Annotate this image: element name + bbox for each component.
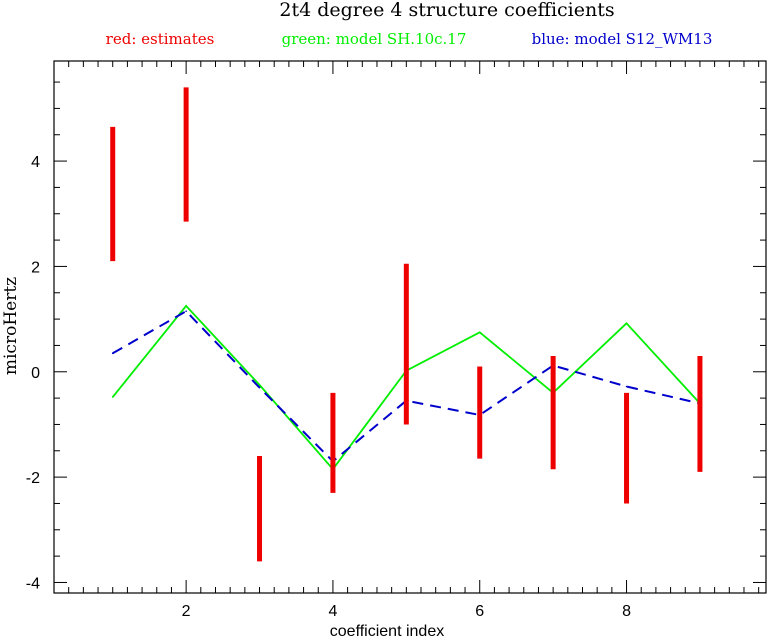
x-tick-label: 4 (328, 603, 337, 620)
chart-title: 2t4 degree 4 structure coefficients (279, 0, 614, 21)
series-point-sh (625, 322, 628, 325)
series-point-sh (478, 331, 481, 334)
estimate-bars (110, 87, 703, 562)
legend-model-s12: blue: model S12_WM13 (532, 30, 713, 48)
x-tick-label: 8 (622, 603, 631, 620)
x-tick-label: 2 (182, 603, 191, 620)
series-point-s12 (258, 386, 261, 389)
y-axis-label: microHertz (1, 277, 21, 375)
x-axis-ticks (53, 61, 760, 593)
y-tick-label: -4 (26, 575, 40, 592)
series-point-sh (185, 305, 187, 307)
y-tick-label: 0 (31, 365, 40, 382)
x-axis-tick-labels: 2 4 6 8 (182, 603, 631, 620)
legend-estimates: red: estimates (106, 30, 215, 48)
x-tick-label: 6 (475, 603, 484, 620)
series-line-s12 (112, 309, 701, 463)
legend-model-sh: green: model SH.10c.17 (282, 30, 467, 48)
y-axis-ticks (54, 81, 766, 583)
plot-frame (53, 60, 767, 594)
y-tick-label: 2 (31, 259, 40, 276)
series-point-s12 (625, 385, 628, 388)
y-tick-label: 4 (31, 154, 40, 171)
y-tick-label: -2 (26, 470, 40, 487)
x-axis-label: coefficient index (330, 623, 444, 640)
series-point-s12 (111, 352, 114, 355)
series-point-sh (111, 396, 114, 398)
series-point-sh (258, 384, 261, 386)
y-axis-tick-labels: -4 -2 0 2 4 (26, 154, 40, 592)
series-point-s12 (185, 310, 187, 312)
